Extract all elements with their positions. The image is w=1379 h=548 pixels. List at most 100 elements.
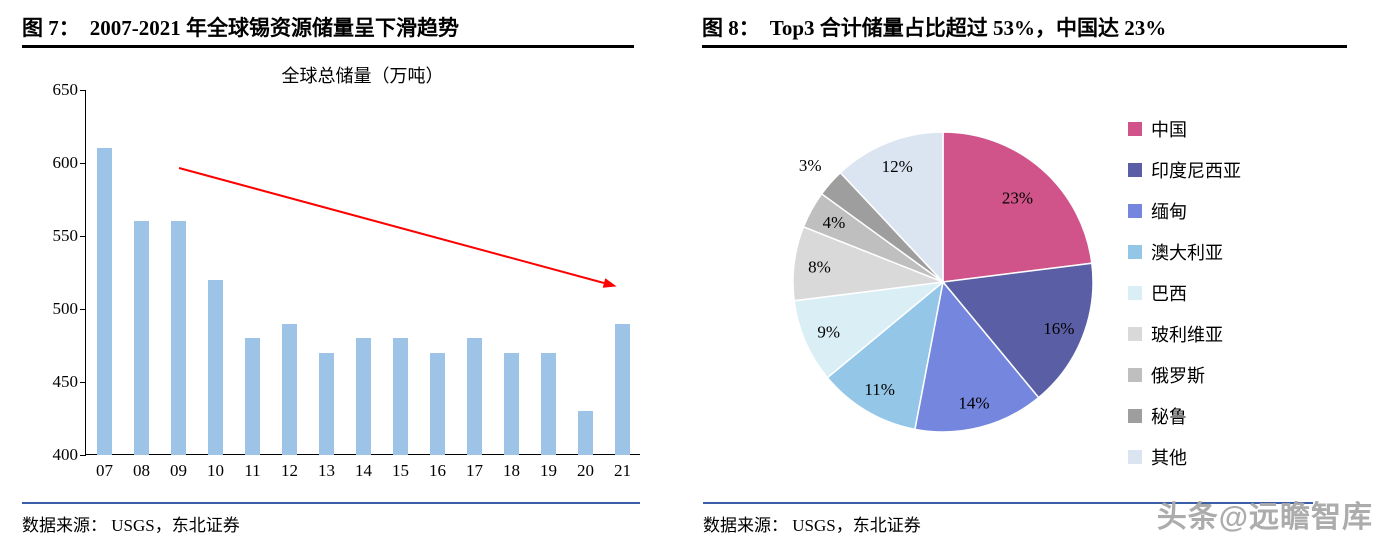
y-axis-tick-label: 400: [52, 445, 79, 464]
figure8-header: 图 8： Top3 合计储量占比超过 53%，中国达 23%: [702, 12, 1166, 42]
pie-slice-label: 9%: [817, 322, 840, 341]
figure7-header: 图 7： 2007-2021 年全球锡资源储量呈下滑趋势: [22, 12, 459, 42]
legend-color-marker: [1128, 122, 1142, 136]
bar-20: [578, 411, 593, 455]
y-axis-tick-label: 650: [52, 80, 79, 99]
bar-09: [171, 221, 186, 455]
trend-arrow-line: [178, 167, 605, 284]
x-axis-tick-label: 14: [355, 461, 372, 480]
bar-16: [430, 352, 445, 455]
x-axis-tick-label: 20: [577, 461, 594, 480]
bar-chart-title: 全球总储量（万吨）: [281, 66, 444, 86]
figure8-title: Top3 合计储量占比超过 53%，中国达 23%: [769, 16, 1167, 40]
legend-label: 玻利维亚: [1151, 325, 1223, 345]
bar-19: [541, 352, 556, 455]
bar-07: [97, 148, 112, 455]
bar-14: [356, 338, 371, 455]
pie-legend: 中国印度尼西亚缅甸澳大利亚巴西玻利维亚俄罗斯秘鲁其他: [1128, 118, 1241, 487]
y-axis-tick-mark: [80, 235, 86, 237]
legend-color-marker: [1128, 409, 1142, 423]
y-axis-tick-mark: [80, 454, 86, 456]
figure7-source-rule: [22, 502, 640, 504]
x-axis-tick-label: 21: [614, 461, 631, 480]
pie-slice-label: 4%: [823, 213, 846, 232]
bar-11: [245, 338, 260, 455]
legend-item-缅甸: 缅甸: [1128, 200, 1241, 222]
x-axis-tick-label: 09: [170, 461, 187, 480]
legend-item-澳大利亚: 澳大利亚: [1128, 241, 1241, 263]
x-axis-tick-label: 17: [466, 461, 483, 480]
figure8-header-rule: [702, 45, 1347, 48]
legend-label: 澳大利亚: [1151, 243, 1223, 263]
legend-label: 俄罗斯: [1151, 366, 1205, 386]
pie-slice-印度尼西亚: [941, 262, 1094, 399]
legend-item-俄罗斯: 俄罗斯: [1128, 364, 1241, 386]
x-axis-tick-label: 15: [392, 461, 409, 480]
legend-color-marker: [1128, 163, 1142, 177]
y-axis-tick-label: 450: [52, 372, 79, 391]
figure7-source: 数据来源： USGS，东北证券: [22, 516, 240, 535]
figure8-label: 图 8：: [702, 16, 760, 40]
legend-label: 其他: [1151, 448, 1187, 468]
bar-17: [467, 338, 482, 455]
y-axis-tick-mark: [80, 89, 86, 91]
legend-color-marker: [1128, 286, 1142, 300]
legend-label: 中国: [1151, 120, 1187, 140]
trend-arrow-head: [602, 278, 617, 288]
pie-slice-其他: [839, 131, 944, 284]
figure7-label: 图 7：: [22, 16, 80, 40]
y-axis-tick-mark: [80, 381, 86, 383]
bar-21: [615, 323, 630, 455]
y-axis-tick-mark: [80, 162, 86, 164]
legend-item-玻利维亚: 玻利维亚: [1128, 323, 1241, 345]
bar-08: [134, 221, 149, 455]
x-axis-tick-label: 16: [429, 461, 446, 480]
legend-label: 巴西: [1151, 284, 1187, 304]
legend-item-巴西: 巴西: [1128, 282, 1241, 304]
bar-13: [319, 352, 334, 455]
figure8-source: 数据来源： USGS，东北证券: [703, 516, 921, 535]
legend-label: 缅甸: [1151, 202, 1187, 222]
legend-item-中国: 中国: [1128, 118, 1241, 140]
bar-15: [393, 338, 408, 455]
pie-slice-label: 23%: [1002, 189, 1033, 208]
x-axis-tick-label: 13: [318, 461, 335, 480]
y-axis-tick-mark: [80, 308, 86, 310]
legend-label: 印度尼西亚: [1151, 161, 1241, 181]
pie-slice-label: 16%: [1043, 319, 1074, 338]
x-axis-tick-label: 19: [540, 461, 557, 480]
pie-slice-label: 3%: [799, 156, 822, 175]
legend-color-marker: [1128, 450, 1142, 464]
x-axis-tick-label: 10: [207, 461, 224, 480]
figure7-header-rule: [22, 45, 634, 48]
legend-label: 秘鲁: [1151, 407, 1187, 427]
y-axis-tick-label: 600: [52, 153, 79, 172]
bar-18: [504, 352, 519, 455]
pie-chart: 23% 16% 14% 11% 9% 8% 4% 3% 12%: [792, 131, 1094, 433]
pie-slice-label: 8%: [808, 257, 831, 276]
watermark: 头条@远瞻智库: [1156, 501, 1373, 534]
pie-slice-label: 12%: [882, 157, 913, 176]
x-axis-tick-label: 18: [503, 461, 520, 480]
pie-slice-label: 14%: [958, 394, 989, 413]
pie-slice-中国: [942, 131, 1093, 283]
x-axis-tick-label: 07: [96, 461, 113, 480]
legend-color-marker: [1128, 204, 1142, 218]
figure7-panel: 图 7： 2007-2021 年全球锡资源储量呈下滑趋势 全球总储量（万吨） 40…: [0, 0, 660, 548]
bar-10: [208, 279, 223, 455]
legend-item-其他: 其他: [1128, 446, 1241, 468]
pie-slice-澳大利亚: [826, 280, 945, 431]
y-axis-tick-label: 550: [52, 226, 79, 245]
pie-slice-巴西: [793, 280, 946, 379]
y-axis-tick-label: 500: [52, 299, 79, 318]
x-axis-tick-label: 12: [281, 461, 298, 480]
bar-plot-area: 400 450 500 550 600 650 07 08 09 10 11 12 13 14 15 16 17…: [53, 80, 640, 480]
x-axis-tick-label: 11: [244, 461, 261, 480]
legend-color-marker: [1128, 368, 1142, 382]
pie-slice-缅甸: [914, 280, 1040, 433]
legend-color-marker: [1128, 245, 1142, 259]
bar-12: [282, 323, 297, 455]
legend-color-marker: [1128, 327, 1142, 341]
legend-item-印度尼西亚: 印度尼西亚: [1128, 159, 1241, 181]
